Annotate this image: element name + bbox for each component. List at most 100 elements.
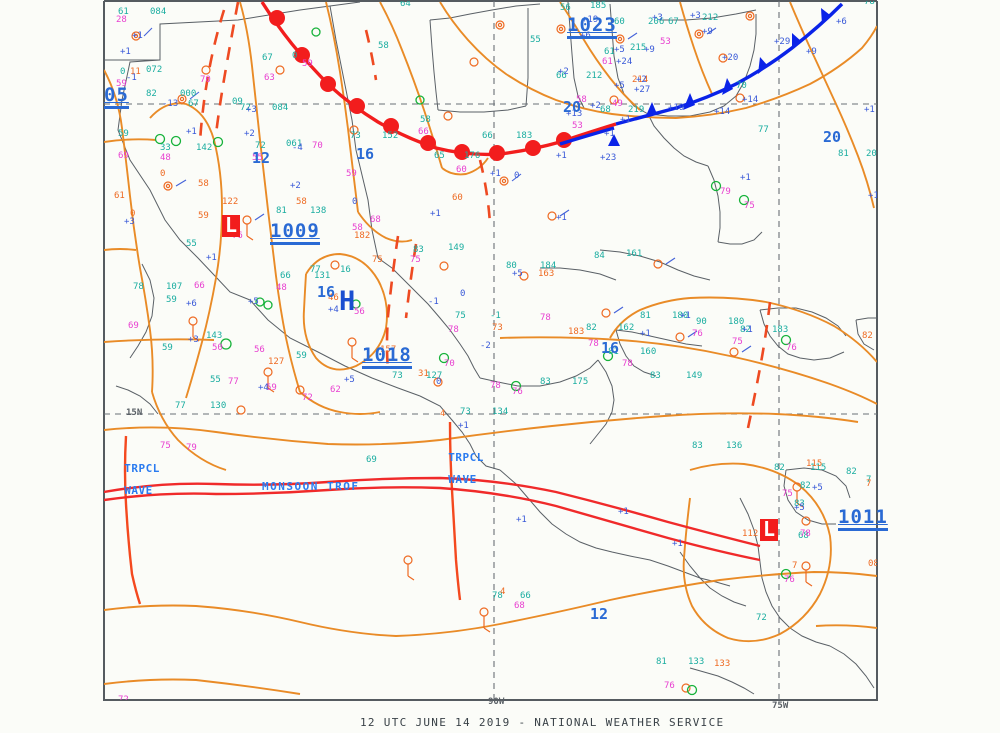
svg-text:61: 61 xyxy=(114,191,125,201)
svg-text:78: 78 xyxy=(133,282,144,292)
svg-text:0: 0 xyxy=(120,67,125,77)
svg-text:64: 64 xyxy=(400,0,411,9)
isobar-label-20-ne: 20 xyxy=(823,128,842,146)
svg-text:70: 70 xyxy=(200,75,211,85)
svg-text:180: 180 xyxy=(728,317,744,327)
svg-text:4: 4 xyxy=(500,587,505,597)
svg-text:+1: +1 xyxy=(556,213,567,223)
svg-text:82: 82 xyxy=(774,463,785,473)
svg-text:72: 72 xyxy=(240,103,251,113)
svg-text:+19: +19 xyxy=(582,15,598,25)
svg-text:58: 58 xyxy=(378,41,389,51)
svg-text:183: 183 xyxy=(568,327,584,337)
svg-text:79: 79 xyxy=(720,187,731,197)
trpcl-line2: WAVE xyxy=(448,473,477,486)
svg-text:+23: +23 xyxy=(600,153,616,163)
svg-text:81: 81 xyxy=(276,206,287,216)
svg-text:+3: +3 xyxy=(690,11,701,21)
svg-text:+20: +20 xyxy=(722,53,738,63)
svg-text:0: 0 xyxy=(352,197,357,207)
svg-text:78: 78 xyxy=(800,529,811,539)
svg-text:83: 83 xyxy=(794,499,805,509)
svg-text:60: 60 xyxy=(614,17,625,27)
svg-text:+1: +1 xyxy=(120,47,131,57)
svg-text:107: 107 xyxy=(166,282,182,292)
svg-text:0: 0 xyxy=(460,289,465,299)
svg-text:+5: +5 xyxy=(794,503,805,513)
svg-text:+1: +1 xyxy=(458,421,469,431)
svg-text:000: 000 xyxy=(180,89,196,99)
svg-text:81: 81 xyxy=(608,347,619,357)
svg-text:72: 72 xyxy=(302,393,313,403)
isobar-label-16-mx: 16 xyxy=(317,283,336,301)
svg-text:183: 183 xyxy=(516,131,532,141)
svg-text:176: 176 xyxy=(464,151,480,161)
svg-text:58: 58 xyxy=(198,179,209,189)
svg-text:76: 76 xyxy=(664,681,675,691)
svg-text:+1: +1 xyxy=(516,515,527,525)
svg-text:143: 143 xyxy=(206,331,222,341)
svg-text:133: 133 xyxy=(714,659,730,669)
svg-text:112: 112 xyxy=(742,529,758,539)
svg-text:+2: +2 xyxy=(290,181,301,191)
svg-text:214: 214 xyxy=(632,75,648,85)
svg-text:33: 33 xyxy=(160,143,171,153)
svg-text:67: 67 xyxy=(188,99,199,109)
svg-text:061: 061 xyxy=(286,139,302,149)
svg-text:68: 68 xyxy=(600,105,611,115)
svg-text:70: 70 xyxy=(312,141,323,151)
pressure-label-1023: 1023 xyxy=(567,16,617,39)
svg-text:130: 130 xyxy=(210,401,226,411)
low-pressure-symbol-caribbean: L xyxy=(760,519,779,541)
svg-text:48: 48 xyxy=(160,153,171,163)
svg-text:63: 63 xyxy=(264,73,275,83)
svg-text:162: 162 xyxy=(618,323,634,333)
svg-text:68: 68 xyxy=(514,601,525,611)
svg-text:182: 182 xyxy=(354,231,370,241)
svg-text:142: 142 xyxy=(196,143,212,153)
svg-text:58: 58 xyxy=(352,223,363,233)
svg-text:70: 70 xyxy=(444,359,455,369)
svg-text:122: 122 xyxy=(222,197,238,207)
svg-text:7: 7 xyxy=(866,479,871,489)
svg-text:90: 90 xyxy=(696,317,707,327)
svg-text:56: 56 xyxy=(354,307,365,317)
svg-text:84: 84 xyxy=(594,251,605,261)
svg-text:72: 72 xyxy=(756,613,767,623)
svg-text:49: 49 xyxy=(612,99,623,109)
svg-text:55: 55 xyxy=(186,239,197,249)
svg-text:+29: +29 xyxy=(774,37,790,47)
svg-text:59: 59 xyxy=(346,169,357,179)
isobar-label-20-n: 20 xyxy=(563,98,582,116)
svg-text:+1: +1 xyxy=(430,209,441,219)
svg-text:81: 81 xyxy=(656,657,667,667)
svg-text:+1: +1 xyxy=(186,127,197,137)
svg-text:78: 78 xyxy=(588,339,599,349)
svg-text:82: 82 xyxy=(800,481,811,491)
svg-text:66: 66 xyxy=(482,131,493,141)
map-frame xyxy=(103,0,878,701)
high-pressure-symbol: H xyxy=(339,286,356,317)
trpcl-line2: WAVE xyxy=(124,484,153,497)
svg-text:60: 60 xyxy=(456,165,467,175)
svg-text:+6: +6 xyxy=(186,299,197,309)
svg-text:81: 81 xyxy=(838,149,849,159)
svg-text:157: 157 xyxy=(380,345,396,355)
svg-text:78: 78 xyxy=(622,359,633,369)
svg-text:-1: -1 xyxy=(428,297,439,307)
svg-text:+5: +5 xyxy=(812,483,823,493)
svg-text:175: 175 xyxy=(572,377,588,387)
svg-text:+3: +3 xyxy=(652,13,663,23)
svg-text:127: 127 xyxy=(426,371,442,381)
svg-text:-2: -2 xyxy=(480,341,491,351)
svg-text:75: 75 xyxy=(782,489,793,499)
svg-text:0: 0 xyxy=(514,171,519,181)
svg-text:212: 212 xyxy=(586,71,602,81)
svg-text:+3: +3 xyxy=(246,105,257,115)
svg-text:+19: +19 xyxy=(668,103,684,113)
svg-text:+5: +5 xyxy=(614,81,625,91)
svg-text:+1: +1 xyxy=(672,539,683,549)
svg-text:82: 82 xyxy=(586,323,597,333)
svg-text:61: 61 xyxy=(604,47,615,57)
svg-text:46: 46 xyxy=(328,293,339,303)
